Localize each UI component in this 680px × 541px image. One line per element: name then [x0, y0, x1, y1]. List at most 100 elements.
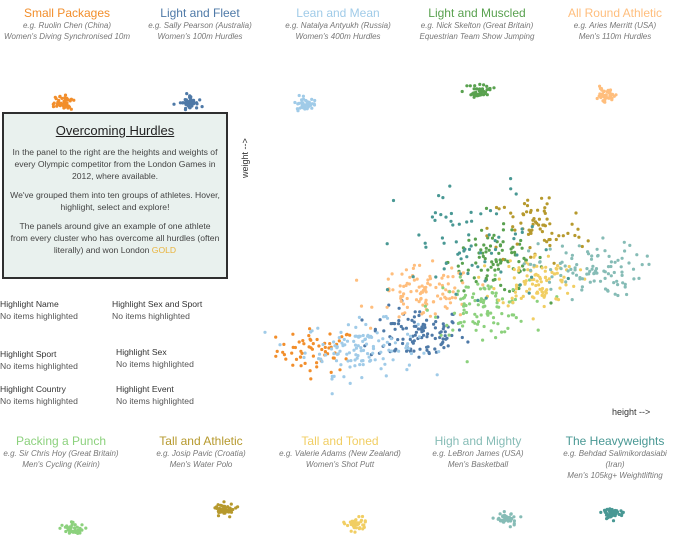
scatter-point[interactable]	[370, 305, 374, 309]
scatter-point[interactable]	[525, 210, 529, 214]
scatter-point[interactable]	[469, 210, 473, 214]
scatter-point[interactable]	[446, 275, 450, 279]
scatter-point[interactable]	[573, 233, 577, 238]
scatter-point[interactable]	[431, 259, 435, 263]
scatter-point[interactable]	[347, 351, 351, 355]
scatter-point[interactable]	[459, 297, 463, 301]
scatter-point[interactable]	[477, 275, 481, 279]
scatter-point[interactable]	[418, 263, 422, 267]
scatter-point[interactable]	[623, 249, 627, 253]
scatter-point[interactable]	[398, 290, 402, 294]
scatter-point[interactable]	[421, 303, 425, 307]
scatter-point[interactable]	[458, 275, 462, 279]
scatter-point[interactable]	[538, 227, 542, 231]
scatter-point[interactable]	[535, 279, 539, 283]
scatter-point[interactable]	[530, 275, 534, 279]
scatter-point[interactable]	[476, 322, 480, 326]
highlight-value[interactable]: No items highlighted	[0, 396, 78, 406]
scatter-point[interactable]	[536, 291, 540, 295]
scatter-point[interactable]	[499, 270, 503, 274]
scatter-point[interactable]	[333, 344, 337, 348]
scatter-point[interactable]	[488, 244, 493, 248]
scatter-point[interactable]	[496, 267, 500, 271]
scatter-point[interactable]	[483, 260, 487, 264]
scatter-point[interactable]	[467, 233, 471, 237]
scatter-point[interactable]	[493, 247, 498, 252]
scatter-point[interactable]	[442, 241, 446, 245]
scatter-point[interactable]	[426, 281, 430, 285]
scatter-point[interactable]	[440, 276, 444, 280]
scatter-point[interactable]	[497, 235, 501, 239]
scatter-point[interactable]	[570, 298, 574, 302]
scatter-point[interactable]	[352, 339, 356, 343]
scatter-point[interactable]	[613, 260, 617, 264]
scatter-point[interactable]	[559, 273, 563, 278]
highlight-value[interactable]: No items highlighted	[0, 361, 78, 371]
scatter-point[interactable]	[513, 297, 517, 302]
scatter-point[interactable]	[352, 348, 356, 352]
scatter-point[interactable]	[484, 296, 488, 300]
scatter-point[interactable]	[491, 291, 495, 295]
scatter-point[interactable]	[494, 291, 498, 295]
scatter-point[interactable]	[385, 288, 390, 292]
scatter-point[interactable]	[506, 314, 511, 318]
scatter-point[interactable]	[434, 315, 438, 319]
scatter-point[interactable]	[391, 321, 395, 326]
scatter-point[interactable]	[453, 296, 458, 300]
scatter-point[interactable]	[501, 228, 505, 232]
scatter-point[interactable]	[577, 244, 581, 248]
scatter-point[interactable]	[616, 258, 620, 262]
scatter-point[interactable]	[544, 248, 548, 252]
scatter-point[interactable]	[337, 336, 341, 340]
scatter-point[interactable]	[497, 305, 501, 309]
scatter-point[interactable]	[384, 374, 388, 378]
scatter-point[interactable]	[511, 225, 515, 229]
scatter-point[interactable]	[449, 211, 453, 216]
scatter-point[interactable]	[439, 213, 443, 217]
scatter-point[interactable]	[620, 256, 624, 260]
scatter-point[interactable]	[407, 347, 411, 351]
scatter-point[interactable]	[434, 285, 438, 290]
scatter-point[interactable]	[366, 352, 370, 356]
cluster-thumbnail[interactable]	[342, 514, 367, 534]
scatter-point[interactable]	[460, 261, 464, 265]
scatter-point[interactable]	[467, 247, 472, 251]
scatter-point[interactable]	[427, 350, 431, 355]
scatter-point[interactable]	[575, 263, 579, 267]
scatter-point[interactable]	[431, 300, 435, 304]
scatter-point[interactable]	[645, 254, 649, 258]
scatter-point[interactable]	[557, 234, 561, 238]
scatter-point[interactable]	[516, 269, 520, 273]
scatter-point[interactable]	[419, 296, 423, 301]
scatter-point[interactable]	[580, 244, 584, 249]
scatter-point[interactable]	[540, 230, 544, 234]
scatter-point[interactable]	[506, 326, 510, 330]
scatter-point[interactable]	[528, 287, 532, 291]
scatter-point[interactable]	[423, 301, 428, 305]
scatter-point[interactable]	[573, 266, 577, 270]
scatter-point[interactable]	[517, 260, 521, 264]
scatter-point[interactable]	[353, 358, 357, 362]
scatter-point[interactable]	[420, 284, 424, 288]
scatter-point[interactable]	[291, 332, 295, 336]
scatter-point[interactable]	[436, 294, 440, 298]
scatter-point[interactable]	[479, 212, 483, 216]
scatter-point[interactable]	[387, 348, 391, 352]
scatter-point[interactable]	[512, 276, 516, 280]
scatter-point[interactable]	[369, 326, 373, 330]
scatter-point[interactable]	[451, 290, 455, 294]
scatter-point[interactable]	[317, 352, 322, 356]
scatter-point[interactable]	[379, 367, 383, 371]
scatter-point[interactable]	[570, 256, 574, 261]
scatter-point[interactable]	[466, 271, 470, 276]
scatter-point[interactable]	[461, 271, 465, 275]
scatter-point[interactable]	[329, 347, 334, 351]
scatter-point[interactable]	[399, 299, 403, 303]
scatter-point[interactable]	[432, 322, 436, 326]
scatter-point[interactable]	[550, 275, 554, 279]
scatter-point[interactable]	[522, 256, 526, 260]
scatter-point[interactable]	[554, 237, 558, 242]
scatter-point[interactable]	[466, 268, 470, 272]
scatter-point[interactable]	[501, 240, 505, 244]
scatter-point[interactable]	[382, 343, 386, 347]
